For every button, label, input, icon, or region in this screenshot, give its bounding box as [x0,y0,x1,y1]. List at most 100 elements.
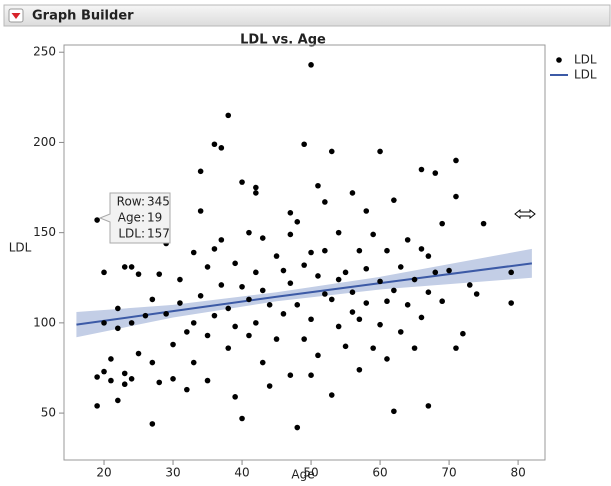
menu-triangle[interactable] [11,13,21,19]
data-point [342,343,349,350]
data-point [301,262,307,268]
data-point [335,276,342,283]
data-point [225,112,232,119]
data-point [384,356,390,362]
data-point [177,276,183,283]
data-point [425,289,432,295]
data-point [218,237,225,243]
data-point [115,397,121,404]
data-point [177,300,183,306]
data-point [108,377,114,384]
data-point [377,321,383,328]
data-point [480,220,487,227]
data-point [135,350,142,357]
data-point [239,415,245,422]
data-point [156,271,163,277]
data-point [308,249,314,256]
data-point [232,323,238,330]
data-point [101,269,107,276]
data-point [370,231,376,238]
data-point [239,179,245,185]
data-point [418,166,425,173]
data-point [418,314,425,321]
data-point [94,403,100,409]
data-point [149,296,156,303]
data-point [280,311,287,317]
data-point [308,372,314,378]
data-point [115,305,121,312]
data-point [404,302,411,308]
data-point [322,291,328,297]
data-point [163,311,169,317]
x-tick-label: 60 [372,466,387,480]
data-point [218,282,225,288]
data-point [253,190,259,196]
data-point [425,253,432,259]
data-point [170,376,176,382]
data-point [308,62,314,68]
data-point [101,320,107,326]
data-point [391,197,397,203]
data-point [335,323,342,330]
plot-area [76,62,533,431]
data-point [349,289,356,295]
data-point [294,302,301,308]
data-point [190,359,197,366]
data-point [259,359,266,366]
data-point [197,293,204,299]
legend-label: LDL [574,68,597,82]
data-point [225,305,232,312]
data-point [315,352,321,359]
data-point [246,229,252,236]
data-point [211,246,218,252]
data-point [439,298,445,305]
data-point [294,219,301,225]
data-point [259,287,266,294]
data-point [349,190,356,196]
data-point [315,273,321,279]
data-point [460,330,466,337]
plot-frame [63,44,546,461]
x-tick-label: 20 [96,466,111,480]
data-point [397,264,404,270]
data-point [94,374,100,380]
data-point [370,345,376,351]
data-point [259,235,266,241]
data-point [184,386,190,393]
tooltip-label: Row: [117,195,145,209]
tooltip-value: 19 [147,211,162,225]
data-point [322,199,328,205]
data-point [377,148,383,155]
data-point [232,260,238,267]
header-title: Graph Builder [32,9,134,24]
data-point [246,296,252,303]
data-point [156,379,163,386]
y-tick-label: 100 [33,315,56,329]
data-point [246,332,252,339]
data-point [287,210,294,216]
fit-line [76,262,533,326]
data-point [473,291,480,297]
data-point [287,372,294,378]
data-point [453,193,459,200]
data-point [322,247,328,254]
data-point [115,325,121,332]
data-point [197,168,204,175]
data-point [363,300,370,306]
x-tick-label: 80 [510,466,525,480]
menu-button[interactable] [8,8,24,23]
data-point [328,296,335,303]
x-tick-label: 50 [303,466,318,480]
data-point [349,309,356,315]
data-point [384,298,390,305]
data-point [218,145,225,151]
data-point [239,283,245,290]
data-point [128,376,135,382]
data-point [170,341,176,348]
data-point [121,370,128,377]
data-point [397,329,404,335]
data-point [266,302,273,308]
y-tick-label: 250 [33,45,56,59]
